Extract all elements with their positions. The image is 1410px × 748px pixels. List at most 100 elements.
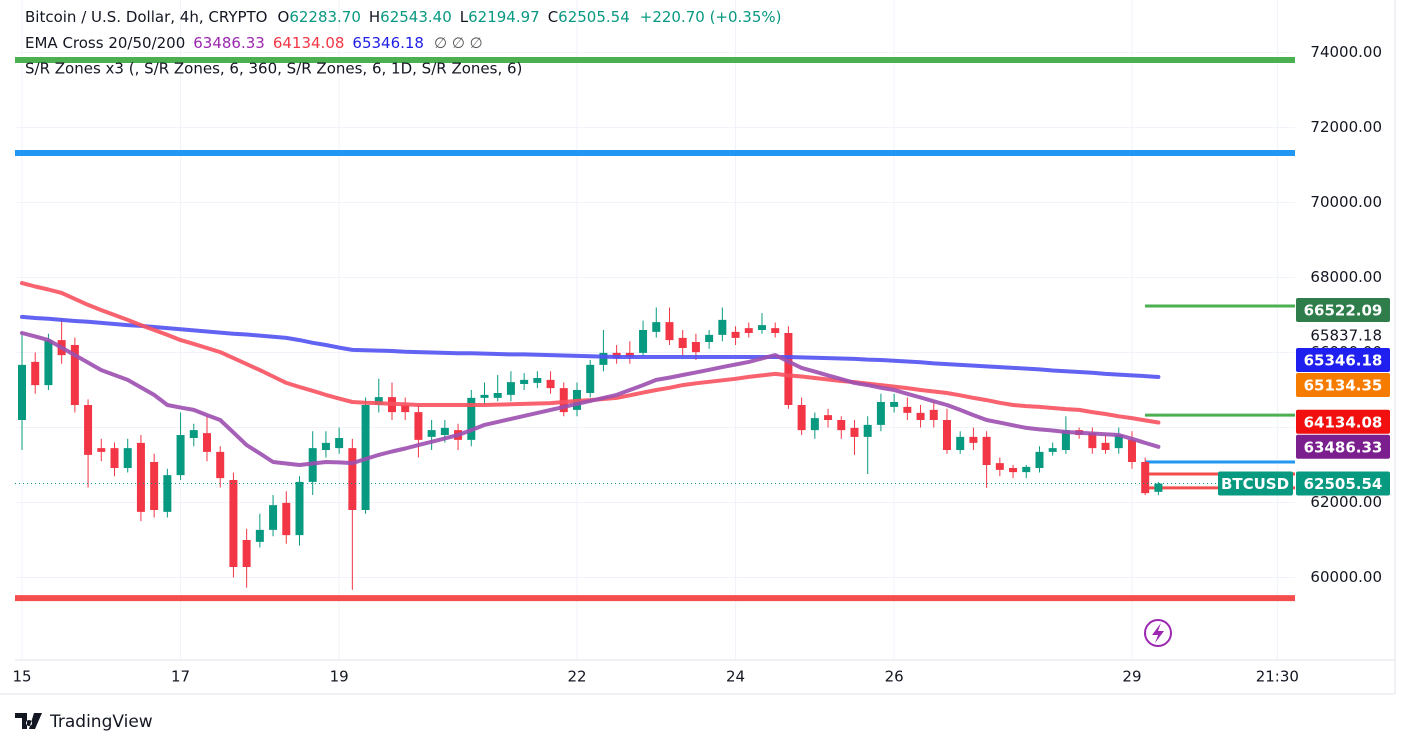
candle-body — [1022, 466, 1031, 473]
candle-body — [31, 361, 40, 386]
indicator-line: S/R Zones x3 (, S/R Zones, 6, 360, S/R Z… — [25, 60, 522, 78]
candle-body — [995, 463, 1004, 470]
candle-body — [863, 424, 872, 437]
ohlc-value: 62283.70 — [289, 8, 361, 26]
candle-body — [18, 364, 26, 420]
candle-body — [110, 448, 119, 468]
candle-body — [1127, 439, 1136, 462]
y-tick-label: 68000.00 — [1310, 268, 1382, 286]
candle-body — [744, 328, 753, 333]
candle-body — [757, 325, 766, 330]
candle-body — [269, 505, 278, 530]
x-tick-label: 26 — [885, 668, 904, 686]
axes: 60000.0062000.0064000.0066000.0068000.00… — [12, 43, 1390, 686]
candle-body — [229, 480, 238, 567]
candle-body — [150, 462, 159, 510]
y-tick-label: 62000.00 — [1310, 493, 1382, 511]
candle-body — [691, 342, 700, 353]
symbol: Bitcoin / U.S. Dollar, 4h, CRYPTO — [25, 8, 268, 26]
candle-body — [678, 337, 687, 348]
candle-body — [348, 448, 357, 510]
price-label-box — [1296, 471, 1390, 496]
price-label: 64134.08 — [1304, 413, 1383, 431]
candle-body — [282, 502, 291, 536]
y-tick-label: 72000.00 — [1310, 118, 1382, 136]
candle-body — [1048, 448, 1057, 452]
candle-body — [70, 345, 79, 405]
x-tick-label: 22 — [567, 668, 586, 686]
candle-body — [176, 435, 185, 476]
candle-body — [202, 433, 211, 452]
candle-body — [1141, 462, 1150, 494]
symbol-tag-box — [1218, 471, 1293, 496]
candle-body — [97, 448, 106, 452]
x-tick-label: 19 — [330, 668, 349, 686]
legend-header: Bitcoin / U.S. Dollar, 4h, CRYPTO O62283.… — [25, 8, 782, 78]
ohlc-value: 62543.40 — [380, 8, 452, 26]
candle-body — [784, 333, 793, 405]
candle-body — [1035, 451, 1044, 468]
x-tick-label: 29 — [1122, 668, 1141, 686]
candle-body — [837, 420, 846, 431]
candle-body — [916, 412, 925, 420]
price-label-box — [1296, 297, 1390, 322]
price-label: 66522.09 — [1304, 301, 1383, 319]
candle-body — [797, 405, 806, 431]
candle-body — [771, 328, 780, 333]
y-tick-label: 70000.00 — [1310, 193, 1382, 211]
candle-body — [982, 436, 991, 465]
candle-body — [705, 334, 714, 342]
indicator-extra: ∅ ∅ ∅ — [434, 34, 483, 52]
candle-body — [216, 451, 225, 479]
candle-body — [546, 379, 555, 389]
symbol-tag: BTCUSD — [1221, 475, 1289, 493]
ohlc-label: L — [460, 8, 469, 26]
candle-body — [718, 319, 727, 335]
ohlc-label: H — [369, 8, 380, 26]
icon-bolt — [1152, 623, 1164, 643]
ohlc-value: 62194.97 — [468, 8, 540, 26]
candle-body — [493, 393, 502, 398]
price-label: 65134.35 — [1304, 376, 1383, 394]
indicator-value: 63486.33 — [193, 34, 265, 52]
ohlc-value: 62505.54 — [558, 8, 630, 26]
candle-body — [242, 540, 251, 567]
candle-body — [506, 382, 515, 395]
candle-body — [599, 352, 608, 365]
x-tick-label: 15 — [12, 668, 31, 686]
header-line: Bitcoin / U.S. Dollar, 4h, CRYPTO O62283.… — [25, 8, 782, 26]
ema-line — [20, 331, 1161, 467]
x-tick-label: 24 — [726, 668, 745, 686]
y-tick-label: 74000.00 — [1310, 43, 1382, 61]
candle-body — [929, 409, 938, 420]
price-label-box — [1296, 372, 1390, 397]
brand-logo — [15, 713, 42, 729]
ohlc-label: O — [278, 8, 290, 26]
candle-body — [295, 481, 304, 536]
candle-body — [824, 415, 833, 420]
candle-body — [414, 412, 423, 440]
candle-body — [520, 379, 529, 384]
candle-body — [850, 427, 859, 437]
candle-body — [969, 436, 978, 443]
candle-body — [440, 427, 449, 435]
candle-body — [652, 322, 661, 332]
price-label: 65346.18 — [1304, 351, 1383, 369]
candle-body — [665, 322, 674, 341]
ohlc-label: C — [548, 8, 558, 26]
price-label-box — [1296, 347, 1390, 372]
candle-body — [586, 364, 595, 393]
candle-body — [136, 442, 145, 512]
price-label: 62505.54 — [1304, 475, 1383, 493]
candle-body — [731, 331, 740, 338]
brand: TradingView — [15, 712, 153, 732]
candle-body — [890, 402, 899, 407]
candle-body — [1061, 430, 1070, 450]
candle-body — [335, 438, 344, 449]
price-label-box — [1296, 409, 1390, 434]
change: +220.70 (+0.35%) — [640, 8, 782, 26]
candle-body — [467, 397, 476, 440]
ema-line — [20, 314, 1161, 379]
candle-body — [625, 352, 634, 357]
